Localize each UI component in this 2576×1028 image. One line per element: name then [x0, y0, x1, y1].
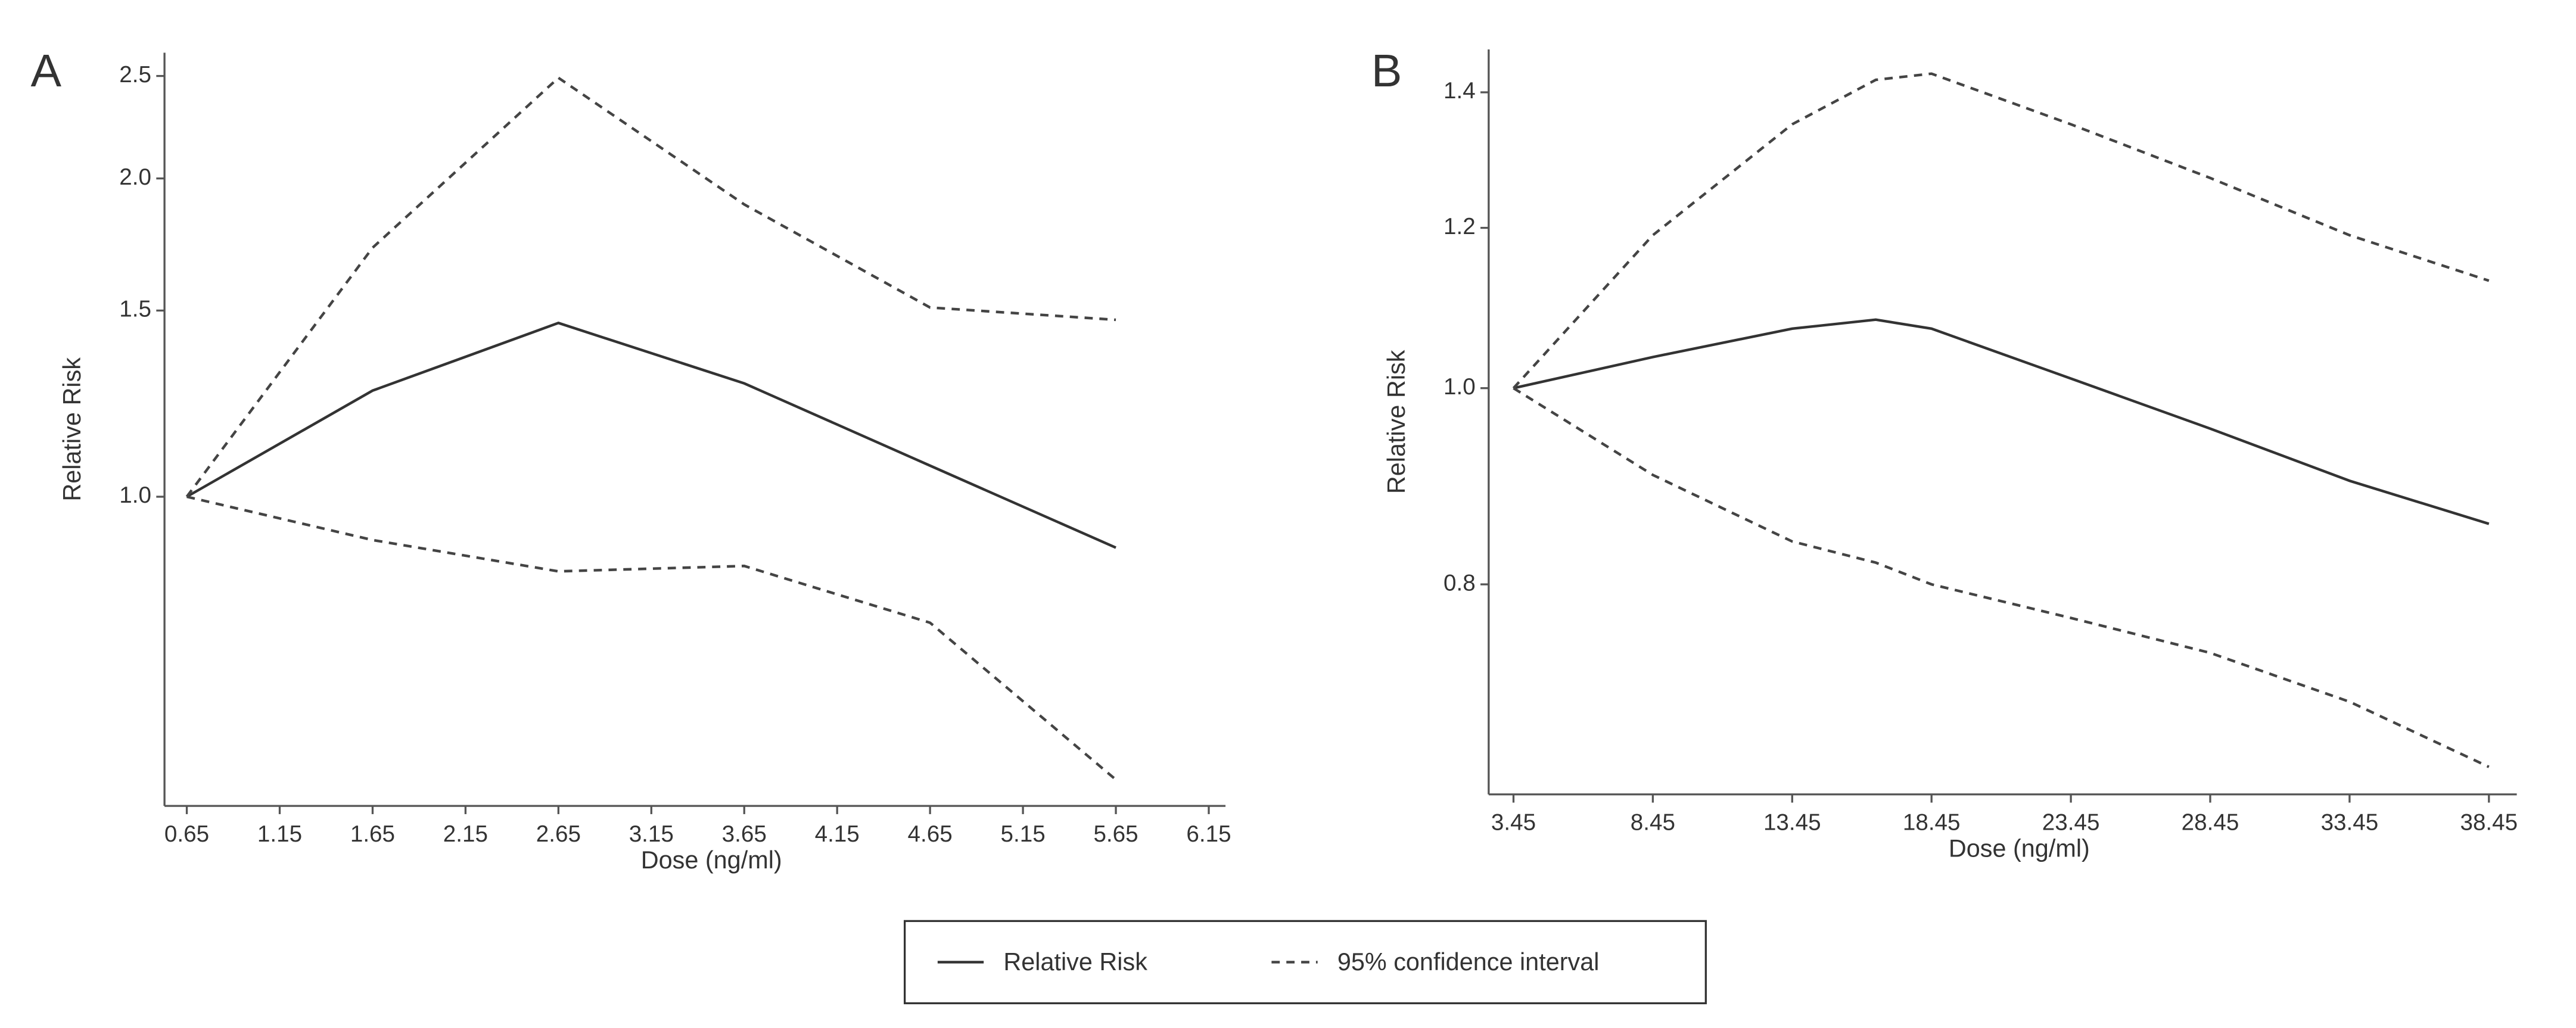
x-tick-label: 18.45 — [1903, 810, 1961, 836]
x-tick-label: 4.65 — [908, 821, 953, 847]
x-tick-label: 33.45 — [2321, 810, 2379, 836]
y-tick-label: 1.5 — [119, 297, 151, 322]
panel-label: A — [31, 45, 62, 96]
x-tick-label: 8.45 — [1631, 810, 1675, 836]
x-tick-label: 5.15 — [1000, 821, 1045, 847]
x-tick-label: 0.65 — [164, 821, 209, 847]
x-tick-label: 28.45 — [2182, 810, 2239, 836]
x-tick-label: 5.65 — [1093, 821, 1138, 847]
x-tick-label: 3.65 — [722, 821, 767, 847]
x-tick-label: 13.45 — [1763, 810, 1821, 836]
y-axis-label: Relative Risk — [1383, 350, 1410, 494]
x-tick-label: 23.45 — [2042, 810, 2100, 836]
x-tick-label: 3.45 — [1491, 810, 1536, 836]
y-tick-label: 1.0 — [1443, 374, 1476, 400]
ci-lower-line — [1513, 387, 2490, 768]
x-tick-label: 1.15 — [257, 821, 302, 847]
x-tick-label: 4.15 — [815, 821, 860, 847]
x-axis-label: Dose (ng/ml) — [1949, 835, 2090, 862]
series-line — [185, 76, 1116, 498]
y-tick-label: 0.8 — [1443, 570, 1476, 596]
series-line — [1512, 72, 2490, 390]
y-tick-label: 2.0 — [119, 164, 151, 190]
y-tick-label: 1.0 — [119, 482, 151, 508]
x-tick-label: 38.45 — [2460, 810, 2518, 836]
ci-lower-line — [186, 495, 1117, 781]
x-tick-label: 6.15 — [1186, 821, 1231, 847]
series-line — [1513, 318, 2490, 525]
y-tick-label: 1.4 — [1443, 78, 1476, 104]
series-line — [186, 321, 1116, 549]
legend-label: 95% confidence interval — [1337, 948, 1600, 976]
legend-box — [903, 920, 1707, 1005]
y-tick-label: 1.2 — [1443, 214, 1476, 239]
x-tick-label: 1.65 — [350, 821, 395, 847]
panel-label: B — [1371, 45, 1402, 96]
x-tick-label: 2.15 — [443, 821, 488, 847]
x-tick-label: 3.15 — [629, 821, 674, 847]
y-axis-label: Relative Risk — [58, 357, 86, 501]
y-tick-label: 2.5 — [119, 62, 151, 88]
legend-label: Relative Risk — [1003, 948, 1147, 976]
x-tick-label: 2.65 — [536, 821, 581, 847]
x-axis-label: Dose (ng/ml) — [641, 846, 782, 874]
